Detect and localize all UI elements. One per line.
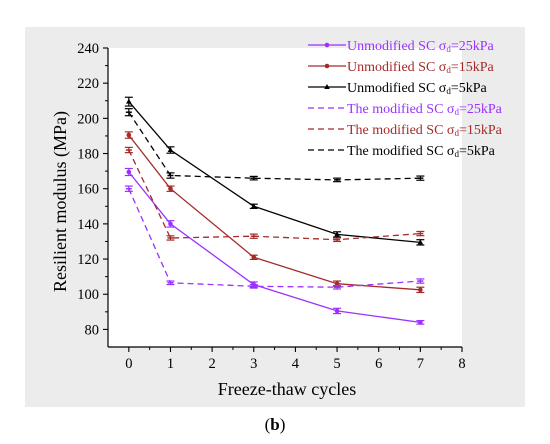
y-tick-label: 100 [77,287,99,303]
series-3 [124,185,425,290]
y-tick-label: 140 [77,217,99,233]
x-tick-label: 0 [125,356,132,372]
x-tick-label: 1 [167,356,174,372]
axes: 80 100 120 140 160 180 200 220 240 0 1 2 3 4 5 6 7 8 Freez… [50,41,466,399]
legend-label: Unmodified SC σd=5kPa [347,81,488,96]
series-4 [124,146,425,243]
data-point [417,239,424,245]
series-1 [124,131,425,294]
legend-label: The modified SC σd=15kPa [347,123,503,138]
series-line [128,111,421,181]
plot-area [108,48,462,347]
series-layer [124,96,425,325]
x-tick-label: 8 [458,356,465,372]
legend-marker [324,84,330,89]
x-axis-title: Freeze-thaw cycles [218,379,356,399]
legend-label: Unmodified SC σd=15kPa [347,60,495,75]
data-point [126,98,132,104]
data-point [334,281,340,286]
legend-label: Unmodified SC σd=25kPa [347,39,495,54]
caption-open: ( [264,415,271,434]
caption-letter: b [270,415,280,434]
subfigure-caption: (b) [0,415,550,435]
x-tick-label: 4 [292,356,300,372]
data-point [250,203,257,209]
legend-entry-0: Unmodified SC σd=25kPa [308,39,495,54]
legend-entry-1: Unmodified SC σd=15kPa [308,60,495,75]
y-tick-label: 240 [77,41,99,57]
data-point [168,221,173,227]
legend-entry-3: The modified SC σd=25kPa [308,102,503,117]
legend-entry-2: Unmodified SC σd=5kPa [308,81,488,96]
legend-label: The modified SC σd=25kPa [347,102,503,117]
y-tick-label: 180 [77,147,99,163]
data-point [418,320,423,325]
caption-close: ) [279,415,286,434]
legend-marker [324,63,330,69]
y-tick-label: 120 [77,252,99,268]
x-tick-label: 6 [375,356,382,372]
legend-label: The modified SC σd=5kPa [347,144,496,159]
series-5 [124,108,425,183]
data-point [334,231,340,237]
legend-entry-5: The modified SC σd=5kPa [308,144,496,159]
x-tick-label: 7 [417,356,424,372]
y-tick-label: 80 [85,322,100,338]
x-tick-label: 2 [208,356,215,372]
data-point [167,147,174,153]
data-point [126,169,132,175]
legend: Unmodified SC σd=25kPa Unmodified SC σd=1… [308,39,503,159]
y-axis-title: Resilient modulus (MPa) [50,111,71,292]
data-point [168,186,173,192]
legend-marker [324,42,330,48]
x-tick-label: 5 [333,356,340,372]
data-point [418,287,423,293]
data-point [334,308,340,314]
legend-entry-4: The modified SC σd=15kPa [308,123,503,138]
data-point [251,254,257,260]
x-tick-label: 3 [250,356,257,372]
data-point [126,132,132,138]
y-tick-label: 160 [77,182,99,198]
y-tick-label: 200 [77,111,99,127]
y-tick-label: 220 [77,76,99,92]
